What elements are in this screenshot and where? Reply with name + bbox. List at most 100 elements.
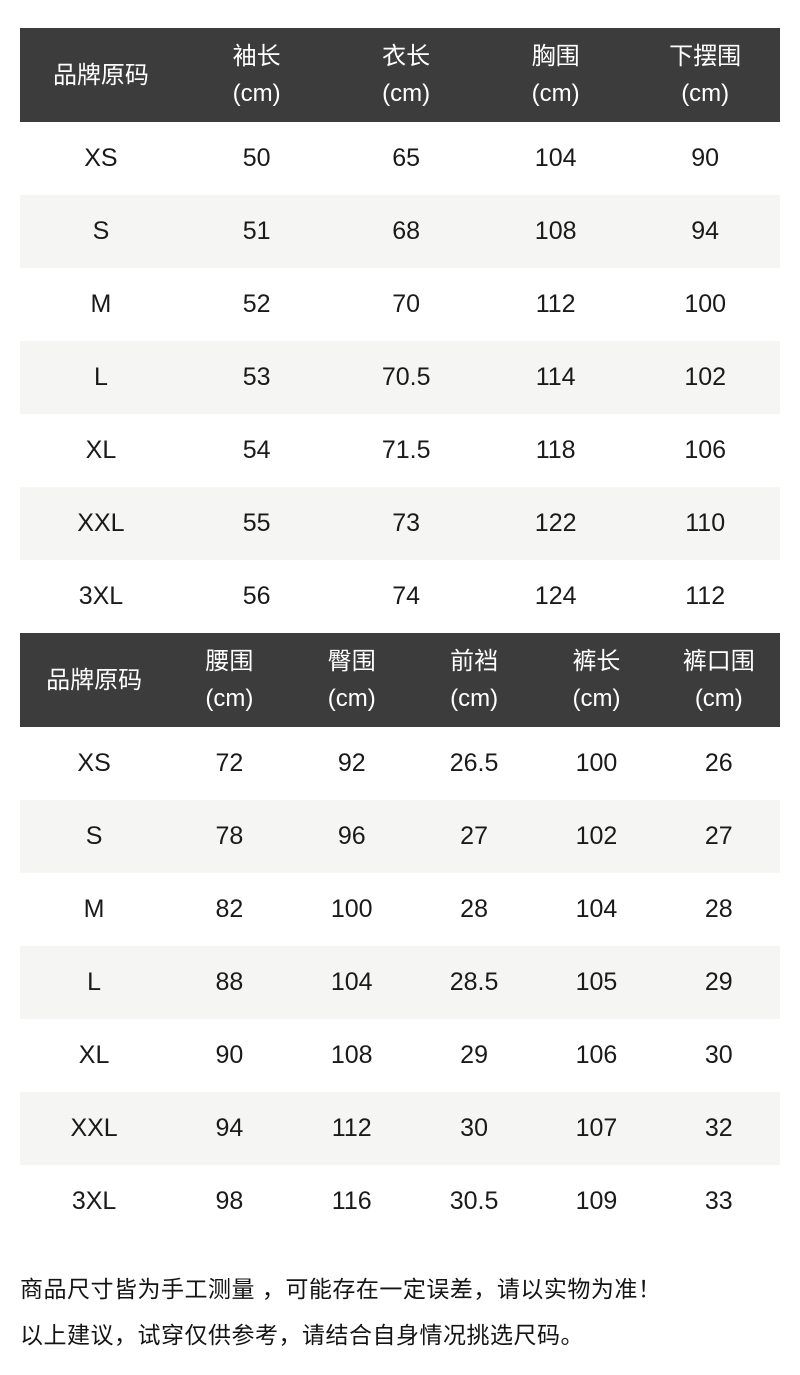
measurement-value-cell: 65 <box>392 144 421 172</box>
size-label-cell: XS <box>77 749 111 777</box>
header-label: 裤口围 <box>682 648 755 675</box>
measurement-value-cell: 104 <box>575 895 618 923</box>
header-label: 品牌原码 <box>52 61 149 89</box>
measurement-value-cell: 53 <box>242 363 271 391</box>
disclaimer-line-1: 商品尺寸皆为手工测量 ，可能存在一定误差，请以实物为准！ <box>20 1276 662 1302</box>
header-label: 腰围 <box>205 648 254 675</box>
measurement-value-cell: 112 <box>685 582 726 610</box>
table-row: M 52 70 112 100 <box>20 268 780 341</box>
bottoms-size-table: 品牌原码 腰围 (cm) 臀围 (cm) 前裆 (cm) 裤长 (cm) 裤口围 (cm) XS 72 9… <box>20 633 780 1238</box>
measurement-value-cell: 122 <box>534 509 577 537</box>
measurement-value-cell: 112 <box>331 1114 372 1142</box>
measurement-value-cell: 71.5 <box>381 436 431 464</box>
measurement-value-cell: 33 <box>704 1187 733 1215</box>
size-label-cell: M <box>83 895 105 923</box>
header-cell: 腰围 (cm) <box>168 633 290 727</box>
measurement-value-cell: 94 <box>691 217 720 245</box>
measurement-value-cell: 100 <box>684 290 727 318</box>
measurement-value-cell: 108 <box>534 217 577 245</box>
measurement-value-cell: 96 <box>337 822 366 850</box>
measurement-value-cell: 30.5 <box>449 1187 499 1215</box>
measurement-value-cell: 55 <box>242 509 271 537</box>
measurement-value-cell: 32 <box>704 1114 733 1142</box>
measurement-value-cell: 72 <box>215 749 244 777</box>
header-unit: (cm) <box>327 685 376 712</box>
measurement-value-cell: 118 <box>535 436 576 464</box>
table-row: XXL 55 73 122 110 <box>20 487 780 560</box>
header-cell: 品牌原码 <box>20 28 182 122</box>
measurement-value-cell: 104 <box>330 968 373 996</box>
measurement-value-cell: 109 <box>575 1187 618 1215</box>
header-label: 胸围 <box>531 43 580 70</box>
header-unit: (cm) <box>572 685 621 712</box>
header-unit: (cm) <box>681 80 730 107</box>
measurement-value-cell: 30 <box>704 1041 733 1069</box>
header-unit: (cm) <box>232 80 281 107</box>
header-label: 袖长 <box>232 43 281 70</box>
measurement-value-cell: 26 <box>704 749 733 777</box>
header-cell: 裤长 (cm) <box>535 633 657 727</box>
measurement-value-cell: 102 <box>684 363 727 391</box>
size-label-cell: L <box>87 968 102 996</box>
measurement-value-cell: 74 <box>392 582 421 610</box>
measurement-value-cell: 27 <box>460 822 488 850</box>
measurement-value-cell: 51 <box>242 217 271 245</box>
measurement-value-cell: 26.5 <box>449 749 499 777</box>
table-row: XL 54 71.5 118 106 <box>20 414 780 487</box>
table-row: S 78 96 27 102 27 <box>20 800 780 873</box>
table-row: XXL 94 112 30 107 32 <box>20 1092 780 1165</box>
measurement-value-cell: 106 <box>575 1041 618 1069</box>
measurement-value-cell: 52 <box>242 290 271 318</box>
measurement-value-cell: 90 <box>691 144 720 172</box>
measurement-value-cell: 27 <box>704 822 733 850</box>
header-cell: 衣长 (cm) <box>331 28 481 122</box>
table-row: L 53 70.5 114 102 <box>20 341 780 414</box>
header-cell: 下摆围 (cm) <box>630 28 780 122</box>
measurement-value-cell: 73 <box>392 509 421 537</box>
measurement-value-cell: 108 <box>330 1041 373 1069</box>
size-label-cell: XL <box>85 436 117 464</box>
measurement-value-cell: 107 <box>575 1114 618 1142</box>
measurement-value-cell: 70 <box>392 290 421 318</box>
measurement-value-cell: 100 <box>330 895 373 923</box>
measurement-value-cell: 28.5 <box>449 968 499 996</box>
measurement-value-cell: 29 <box>704 968 733 996</box>
header-unit: (cm) <box>531 80 580 107</box>
header-unit: (cm) <box>694 685 743 712</box>
size-label-cell: S <box>92 217 110 245</box>
size-label-cell: M <box>90 290 112 318</box>
size-label-cell: XL <box>78 1041 110 1069</box>
header-label: 前裆 <box>450 648 499 675</box>
header-unit: (cm) <box>382 80 431 107</box>
measurement-value-cell: 114 <box>535 363 576 391</box>
measurement-value-cell: 28 <box>460 895 488 923</box>
measurement-value-cell: 54 <box>242 436 271 464</box>
measurement-value-cell: 78 <box>215 822 244 850</box>
tops-size-table: 品牌原码 袖长 (cm) 衣长 (cm) 胸围 (cm) 下摆围 (cm) XS 50 65 104 90… <box>20 0 780 633</box>
measurement-value-cell: 110 <box>685 509 726 537</box>
size-label-cell: XXL <box>77 509 125 537</box>
disclaimer-line-2: 以上建议，试穿仅供参考，请结合自身情况挑选尺码。 <box>20 1322 584 1348</box>
header-unit: (cm) <box>450 685 499 712</box>
measurement-value-cell: 94 <box>215 1114 244 1142</box>
table-row: L 88 104 28.5 105 29 <box>20 946 780 1019</box>
table-row: S 51 68 108 94 <box>20 195 780 268</box>
measurement-value-cell: 68 <box>392 217 421 245</box>
measurement-value-cell: 112 <box>535 290 576 318</box>
header-cell: 袖长 (cm) <box>182 28 332 122</box>
size-label-cell: S <box>85 822 103 850</box>
size-label-cell: 3XL <box>78 582 124 610</box>
measurement-value-cell: 100 <box>575 749 618 777</box>
table-row: 3XL 98 116 30.5 109 33 <box>20 1165 780 1238</box>
header-cell: 裤口围 (cm) <box>658 633 780 727</box>
table-row: XS 50 65 104 90 <box>20 122 780 195</box>
measurement-value-cell: 124 <box>534 582 577 610</box>
measurement-value-cell: 98 <box>215 1187 244 1215</box>
header-cell: 胸围 (cm) <box>481 28 631 122</box>
header-cell: 前裆 (cm) <box>413 633 535 727</box>
header-unit: (cm) <box>205 685 254 712</box>
measurement-value-cell: 90 <box>215 1041 244 1069</box>
header-label: 下摆围 <box>669 43 742 70</box>
header-cell: 品牌原码 <box>20 633 168 727</box>
